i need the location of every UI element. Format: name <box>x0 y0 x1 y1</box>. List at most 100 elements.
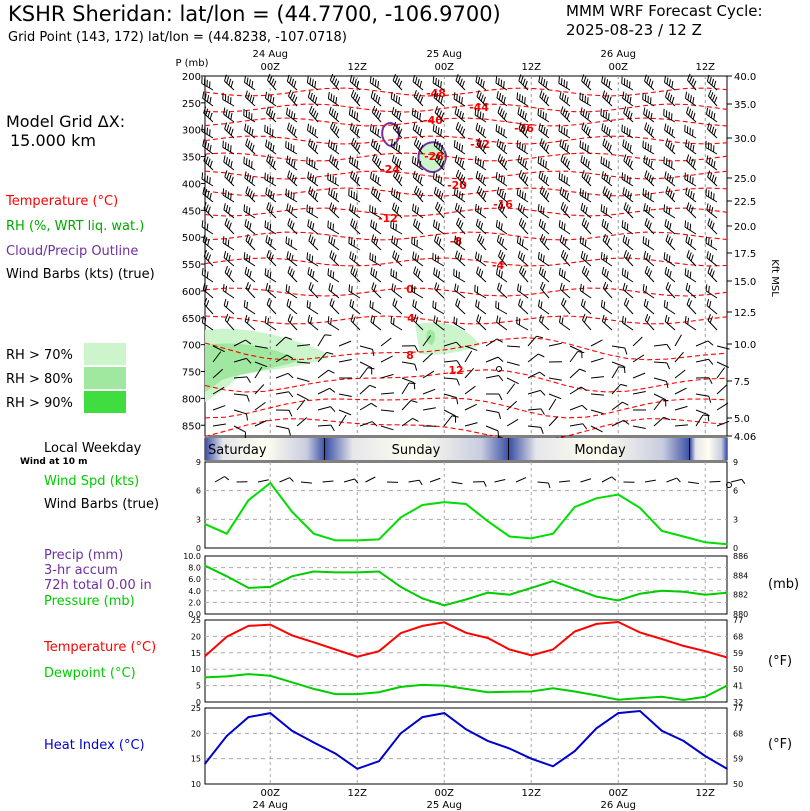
wind-barb <box>224 74 235 91</box>
wind-barb-feather <box>601 75 604 83</box>
wind-barb-feather <box>437 255 439 263</box>
wind-barb-feather <box>455 169 460 177</box>
wind-barb-staff <box>287 80 298 91</box>
wind-barb-feather <box>713 80 717 88</box>
wind-barb-feather <box>621 268 624 275</box>
wind-barb-feather <box>396 78 401 86</box>
bottom-time-tick: 00Z <box>260 788 280 799</box>
wind-barb-staff <box>695 409 709 416</box>
wind-barb-feather <box>223 203 226 210</box>
wind-barb <box>371 186 382 203</box>
data-point <box>617 599 620 602</box>
wind-barb-feather <box>645 109 648 117</box>
wind-barb-feather <box>542 207 545 215</box>
wind-barb-feather <box>414 301 417 308</box>
wind-barb-feather <box>500 79 503 87</box>
wind-barb-feather <box>496 186 500 194</box>
bottom-day-label: 24 Aug <box>253 800 288 811</box>
data-point <box>443 684 446 687</box>
wind-barb <box>548 342 562 347</box>
wind-barb-staff <box>515 477 527 483</box>
wind-barb-feather <box>272 129 274 137</box>
y-tick-right: 882 <box>733 591 748 600</box>
wind-barb <box>317 351 334 363</box>
wind-barb-feather <box>369 384 377 389</box>
wind-barb <box>590 393 604 396</box>
wind-barb-feather <box>663 156 665 164</box>
y-tick-left: 10.0 <box>183 552 201 561</box>
wind-barb <box>201 76 214 91</box>
wind-barb-feather <box>623 154 627 161</box>
wind-barb <box>642 92 655 107</box>
wind-barb-feather <box>626 79 628 87</box>
wind-barb-staff <box>622 193 634 203</box>
wind-barb-staff <box>350 96 361 107</box>
wind-barb-staff <box>476 272 487 283</box>
top-day-label: 24 Aug <box>253 49 288 60</box>
wind-barb-staff <box>506 361 520 366</box>
wind-barb <box>359 384 377 395</box>
wind-barb <box>539 186 550 203</box>
wind-barb-feather <box>350 89 355 97</box>
data-point <box>530 690 533 693</box>
wind-barb-feather <box>288 300 292 308</box>
wind-barb-feather <box>605 127 609 134</box>
wind-barb-feather <box>419 96 424 104</box>
wind-barb <box>223 251 235 267</box>
wind-barb <box>495 76 508 91</box>
wind-barb-feather <box>600 204 603 211</box>
wind-barb-feather <box>671 176 674 184</box>
wind-barb-staff <box>663 258 676 267</box>
wind-barb <box>538 266 550 283</box>
wind-barb-feather <box>291 270 295 278</box>
pressure-tick: 650 <box>182 314 201 325</box>
wind-barb-staff <box>559 97 571 107</box>
wind-barb <box>663 300 676 315</box>
wind-barb-staff <box>600 114 613 123</box>
top-day-label: 25 Aug <box>427 49 462 60</box>
wind-barb-feather <box>412 170 416 178</box>
wind-barb-staff <box>223 161 235 171</box>
data-point <box>486 740 489 742</box>
wind-barb-feather <box>689 191 693 198</box>
wind-barb-staff <box>474 114 487 123</box>
wind-barb <box>686 202 697 219</box>
wind-barb-feather <box>519 265 523 273</box>
wind-barb-staff <box>611 345 625 349</box>
wind-barb <box>369 76 382 91</box>
wind-barb-feather <box>327 139 331 147</box>
wind-barb-feather <box>228 222 232 230</box>
wind-barb <box>443 377 460 386</box>
wind-barb-staff <box>245 288 256 299</box>
wind-barb-staff <box>265 241 277 251</box>
wind-barb-feather <box>671 113 673 121</box>
wind-barb <box>716 420 730 427</box>
wind-barb-staff <box>663 210 676 219</box>
wind-barb-feather <box>561 236 565 244</box>
wind-barb-feather <box>272 144 275 152</box>
wind-barb-feather <box>692 80 697 88</box>
wind-barb-feather <box>369 252 371 260</box>
data-point <box>378 538 380 541</box>
wind-barb-feather <box>606 174 609 182</box>
wind-barb-staff <box>254 345 268 349</box>
wind-barb-staff <box>664 129 676 139</box>
data-point <box>291 730 293 732</box>
wind-barb-feather <box>545 176 548 184</box>
wind-barb-staff <box>476 224 487 235</box>
wind-barb-staff <box>455 256 466 267</box>
wind-barb-feather <box>629 81 631 89</box>
wind-barb-feather <box>624 269 627 277</box>
wind-barb-feather <box>419 192 424 200</box>
wind-barb <box>665 90 676 107</box>
wind-barb <box>412 75 424 91</box>
wind-barb-staff <box>286 161 298 171</box>
wind-barb <box>203 297 214 315</box>
wind-barb <box>590 425 603 433</box>
wind-barb-feather <box>392 121 397 129</box>
data-point <box>443 501 446 503</box>
wind-barb-feather <box>290 143 292 151</box>
wind-barb <box>432 219 445 235</box>
wind-barb-feather <box>580 203 584 210</box>
wind-barb-staff <box>497 112 508 123</box>
